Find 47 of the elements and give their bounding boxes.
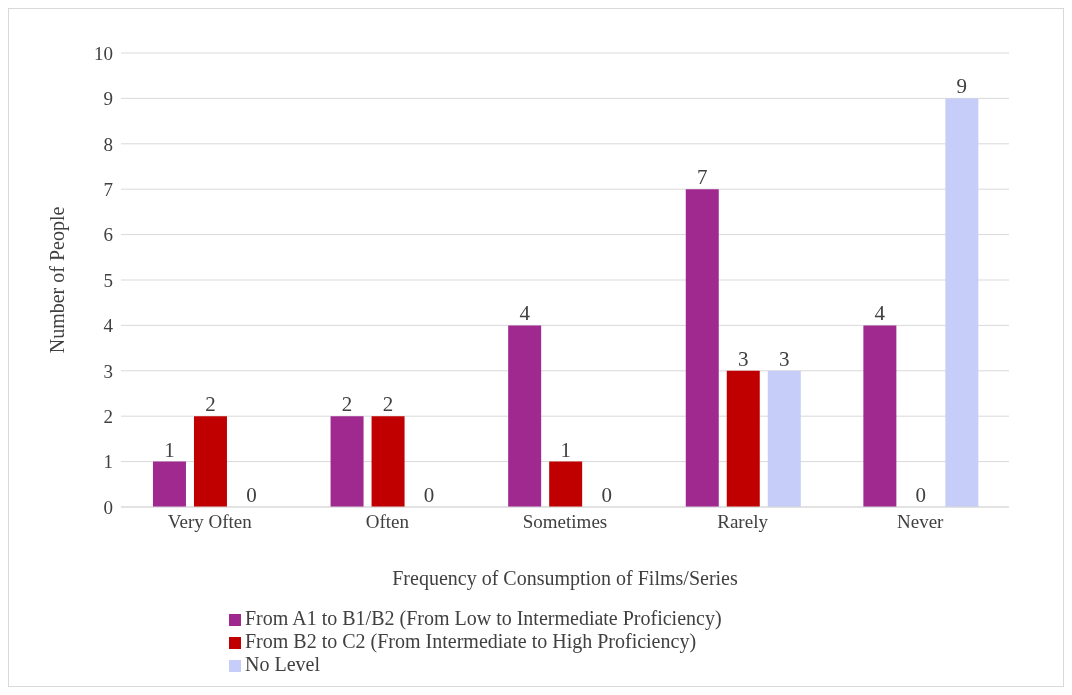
data-label: 0	[601, 482, 612, 507]
bar	[767, 370, 801, 507]
data-label: 3	[738, 346, 749, 371]
data-label: 4	[519, 301, 531, 326]
bar	[945, 98, 979, 507]
data-label: 9	[956, 74, 968, 99]
x-tick-label: Very Often	[167, 511, 253, 533]
bar	[152, 461, 186, 507]
bar	[863, 325, 897, 507]
data-label: 3	[779, 346, 790, 371]
x-axis-title: Frequency of Consumption of Films/Series	[392, 567, 738, 590]
y-tick-label: 2	[103, 405, 113, 427]
y-tick-label: 1	[103, 451, 113, 473]
data-label: 2	[341, 392, 353, 417]
y-axis-title: Number of People	[46, 206, 70, 354]
y-tick-label: 5	[103, 269, 113, 291]
data-label: 1	[164, 437, 175, 462]
y-tick-label: 10	[94, 42, 113, 64]
y-tick-label: 8	[103, 133, 113, 155]
y-tick-label: 6	[103, 224, 113, 246]
legend-label: From B2 to C2 (From Intermediate to High Proficiency)	[245, 630, 697, 652]
y-tick-label: 7	[103, 178, 113, 200]
x-tick-label: Never	[896, 511, 945, 533]
x-tick-label: Sometimes	[522, 511, 608, 533]
data-label: 1	[560, 437, 571, 462]
y-tick-label: 3	[103, 360, 113, 382]
legend-label: From A1 to B1/B2 (From Low to Intermediate Proficiency)	[245, 607, 722, 629]
data-label: 2	[205, 392, 216, 417]
data-label: 0	[915, 482, 927, 507]
x-tick-label: Often	[365, 511, 410, 533]
data-label: 4	[874, 301, 886, 326]
bar	[685, 189, 719, 507]
data-label: 2	[382, 392, 394, 417]
bar	[508, 325, 542, 507]
y-tick-label: 9	[103, 88, 113, 110]
data-label: 0	[246, 482, 257, 507]
y-tick-label: 4	[103, 315, 114, 337]
bar	[330, 416, 364, 507]
data-label: 7	[697, 165, 708, 190]
bar	[193, 416, 227, 507]
y-tick-label: 0	[103, 496, 113, 518]
data-label: 0	[423, 482, 435, 507]
legend-label: No Level	[245, 653, 320, 675]
bar	[371, 416, 405, 507]
bar	[549, 461, 583, 507]
x-tick-label: Rarely	[717, 511, 769, 533]
bar	[726, 370, 760, 507]
